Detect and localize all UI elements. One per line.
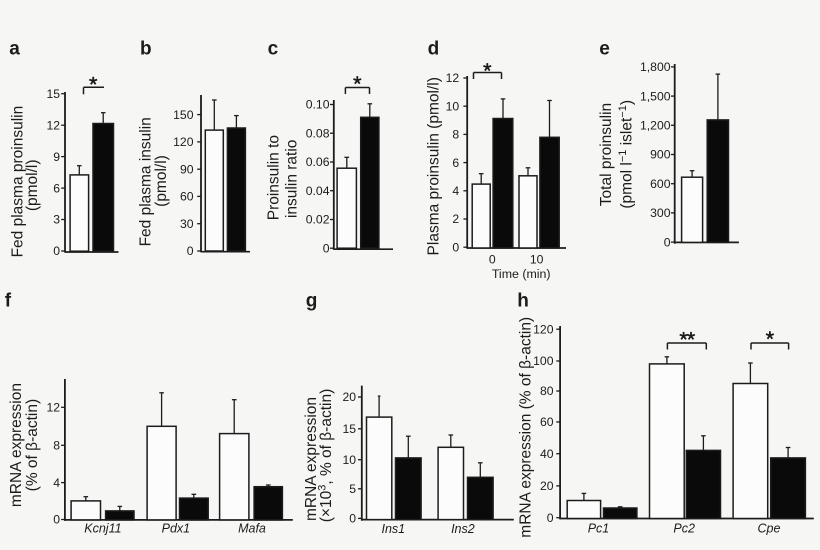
svg-text:9: 9: [53, 150, 60, 164]
svg-text:300: 300: [650, 206, 671, 220]
svg-text:(% of β-actin): (% of β-actin): [24, 399, 41, 491]
svg-text:8: 8: [452, 128, 459, 142]
svg-text:80: 80: [540, 384, 554, 398]
svg-text:Ins1: Ins1: [381, 522, 405, 536]
svg-text:0.08: 0.08: [306, 126, 330, 140]
svg-text:0: 0: [664, 235, 671, 249]
svg-text:(×103, % of β-actin): (×103, % of β-actin): [316, 389, 335, 523]
svg-text:2: 2: [452, 212, 459, 226]
svg-text:e: e: [599, 38, 610, 59]
svg-text:900: 900: [650, 148, 671, 162]
svg-text:600: 600: [650, 177, 671, 191]
svg-text:12: 12: [446, 71, 460, 85]
svg-text:0: 0: [349, 512, 356, 526]
svg-text:insulin ratio: insulin ratio: [283, 140, 300, 218]
svg-text:4: 4: [53, 476, 60, 490]
svg-text:Proinsulin to: Proinsulin to: [265, 135, 282, 220]
svg-text:12: 12: [46, 118, 60, 132]
svg-text:0.10: 0.10: [306, 98, 330, 112]
svg-text:Total proinsulin: Total proinsulin: [598, 103, 615, 206]
svg-text:120: 120: [533, 322, 554, 336]
svg-text:Cpe: Cpe: [758, 522, 781, 536]
svg-text:1,800: 1,800: [640, 60, 671, 74]
svg-text:mRNA expression (% of β-actin): mRNA expression (% of β-actin): [518, 317, 535, 538]
svg-text:b: b: [140, 38, 152, 59]
svg-text:10: 10: [342, 453, 356, 467]
svg-text:h: h: [517, 290, 529, 311]
svg-text:10: 10: [446, 99, 460, 113]
svg-text:mRNA expression: mRNA expression: [303, 397, 320, 521]
svg-text:Plasma proinsulin (pmol/l): Plasma proinsulin (pmol/l): [426, 77, 443, 255]
svg-text:Fed plasma proinsulin: Fed plasma proinsulin: [9, 106, 26, 258]
svg-text:(pmol l−1 islet−1): (pmol l−1 islet−1): [617, 100, 636, 209]
svg-text:30: 30: [180, 217, 194, 231]
svg-text:0.06: 0.06: [306, 155, 330, 169]
svg-text:0: 0: [547, 511, 554, 525]
svg-text:Time (min): Time (min): [492, 267, 551, 281]
svg-text:Pc1: Pc1: [588, 522, 610, 536]
svg-text:f: f: [5, 290, 12, 311]
svg-text:1,500: 1,500: [640, 89, 671, 103]
svg-text:Ins2: Ins2: [451, 522, 475, 536]
svg-text:60: 60: [540, 415, 554, 429]
svg-text:40: 40: [540, 447, 554, 461]
svg-text:0: 0: [53, 244, 60, 258]
svg-text:(pmol/l): (pmol/l): [153, 155, 170, 207]
svg-text:1,200: 1,200: [640, 119, 671, 133]
svg-text:8: 8: [53, 439, 60, 453]
svg-text:15: 15: [46, 87, 60, 101]
svg-text:4: 4: [452, 184, 459, 198]
svg-text:150: 150: [173, 108, 194, 122]
svg-text:100: 100: [533, 354, 554, 368]
svg-text:c: c: [268, 38, 279, 59]
svg-text:120: 120: [173, 135, 194, 149]
svg-text:20: 20: [342, 390, 356, 404]
svg-text:mRNA expression: mRNA expression: [8, 383, 25, 507]
svg-text:Fed plasma insulin: Fed plasma insulin: [138, 117, 155, 246]
svg-text:0: 0: [323, 241, 330, 255]
svg-text:a: a: [9, 38, 20, 59]
svg-text:20: 20: [540, 479, 554, 493]
svg-text:0.02: 0.02: [306, 213, 330, 227]
svg-text:3: 3: [53, 213, 60, 227]
svg-text:6: 6: [452, 156, 459, 170]
svg-text:0.04: 0.04: [306, 184, 330, 198]
svg-text:5: 5: [349, 482, 356, 496]
svg-text:12: 12: [46, 401, 60, 415]
svg-text:0: 0: [452, 240, 459, 254]
svg-text:60: 60: [180, 190, 194, 204]
svg-text:Pc2: Pc2: [673, 522, 695, 536]
svg-text:0: 0: [53, 513, 60, 527]
svg-text:6: 6: [53, 181, 60, 195]
svg-text:Pdx1: Pdx1: [162, 522, 191, 536]
svg-text:0: 0: [187, 244, 194, 258]
svg-text:90: 90: [180, 162, 194, 176]
svg-text:15: 15: [342, 422, 356, 436]
svg-text:g: g: [306, 290, 318, 311]
svg-text:d: d: [428, 38, 440, 59]
svg-text:Mafa: Mafa: [238, 522, 266, 536]
svg-text:(pmol/l): (pmol/l): [24, 159, 41, 211]
svg-text:10: 10: [530, 252, 544, 266]
svg-text:Kcnj11: Kcnj11: [84, 522, 121, 536]
svg-text:0: 0: [489, 252, 496, 266]
